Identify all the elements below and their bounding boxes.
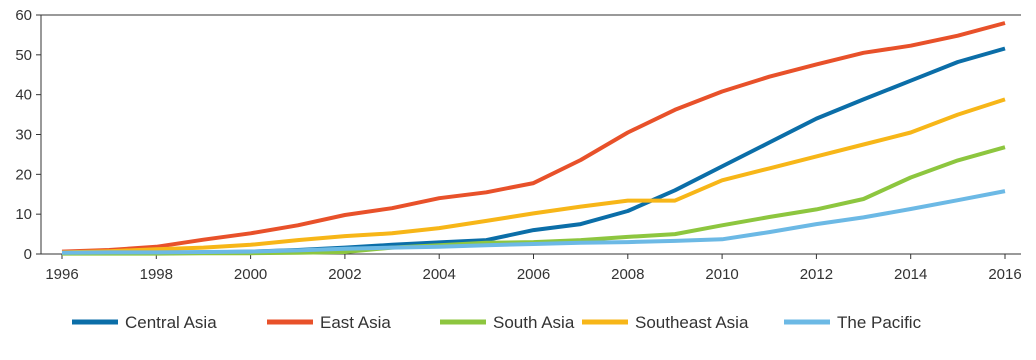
series-line-the-pacific [61,189,1006,255]
legend-label-south-asia: South Asia [493,313,575,332]
legend-label-east-asia: East Asia [320,313,391,332]
legend-label-central-asia: Central Asia [125,313,217,332]
series-line-south-asia [62,145,1006,256]
series-line-east-asia [61,21,1006,254]
x-tick-label: 2006 [517,266,550,283]
x-tick-label: 1996 [45,266,78,283]
legend-label-the-pacific: The Pacific [837,313,922,332]
x-tick-label: 2010 [705,266,738,283]
series-line-central-asia [62,46,1006,256]
x-tick-label: 2004 [423,266,456,283]
x-tick-label: 2016 [988,266,1021,283]
y-tick-label: 10 [15,206,32,223]
x-tick-label: 2008 [611,266,644,283]
y-tick-label: 60 [15,7,32,24]
y-axis: 0 10 20 30 40 50 60 [15,7,42,263]
x-tick-label: 2002 [328,266,361,283]
y-tick-label: 0 [24,246,32,263]
y-tick-label: 40 [15,87,32,104]
y-tick-label: 30 [15,127,32,144]
x-tick-label: 2014 [894,266,927,283]
legend-label-southeast-asia: Southeast Asia [635,313,749,332]
y-tick-label: 20 [15,166,32,183]
x-axis: 1996 1998 2000 2002 2004 2006 2008 2010 2012 2014… [41,253,1022,283]
y-tick-label: 50 [15,47,32,64]
series-line-southeast-asia [61,97,1006,255]
series-lines [61,21,1006,256]
x-tick-label: 2012 [800,266,833,283]
legend: Central Asia East Asia South Asia Southeast… [72,313,922,332]
x-tick-label: 2000 [234,266,267,283]
x-tick-label: 1998 [140,266,173,283]
